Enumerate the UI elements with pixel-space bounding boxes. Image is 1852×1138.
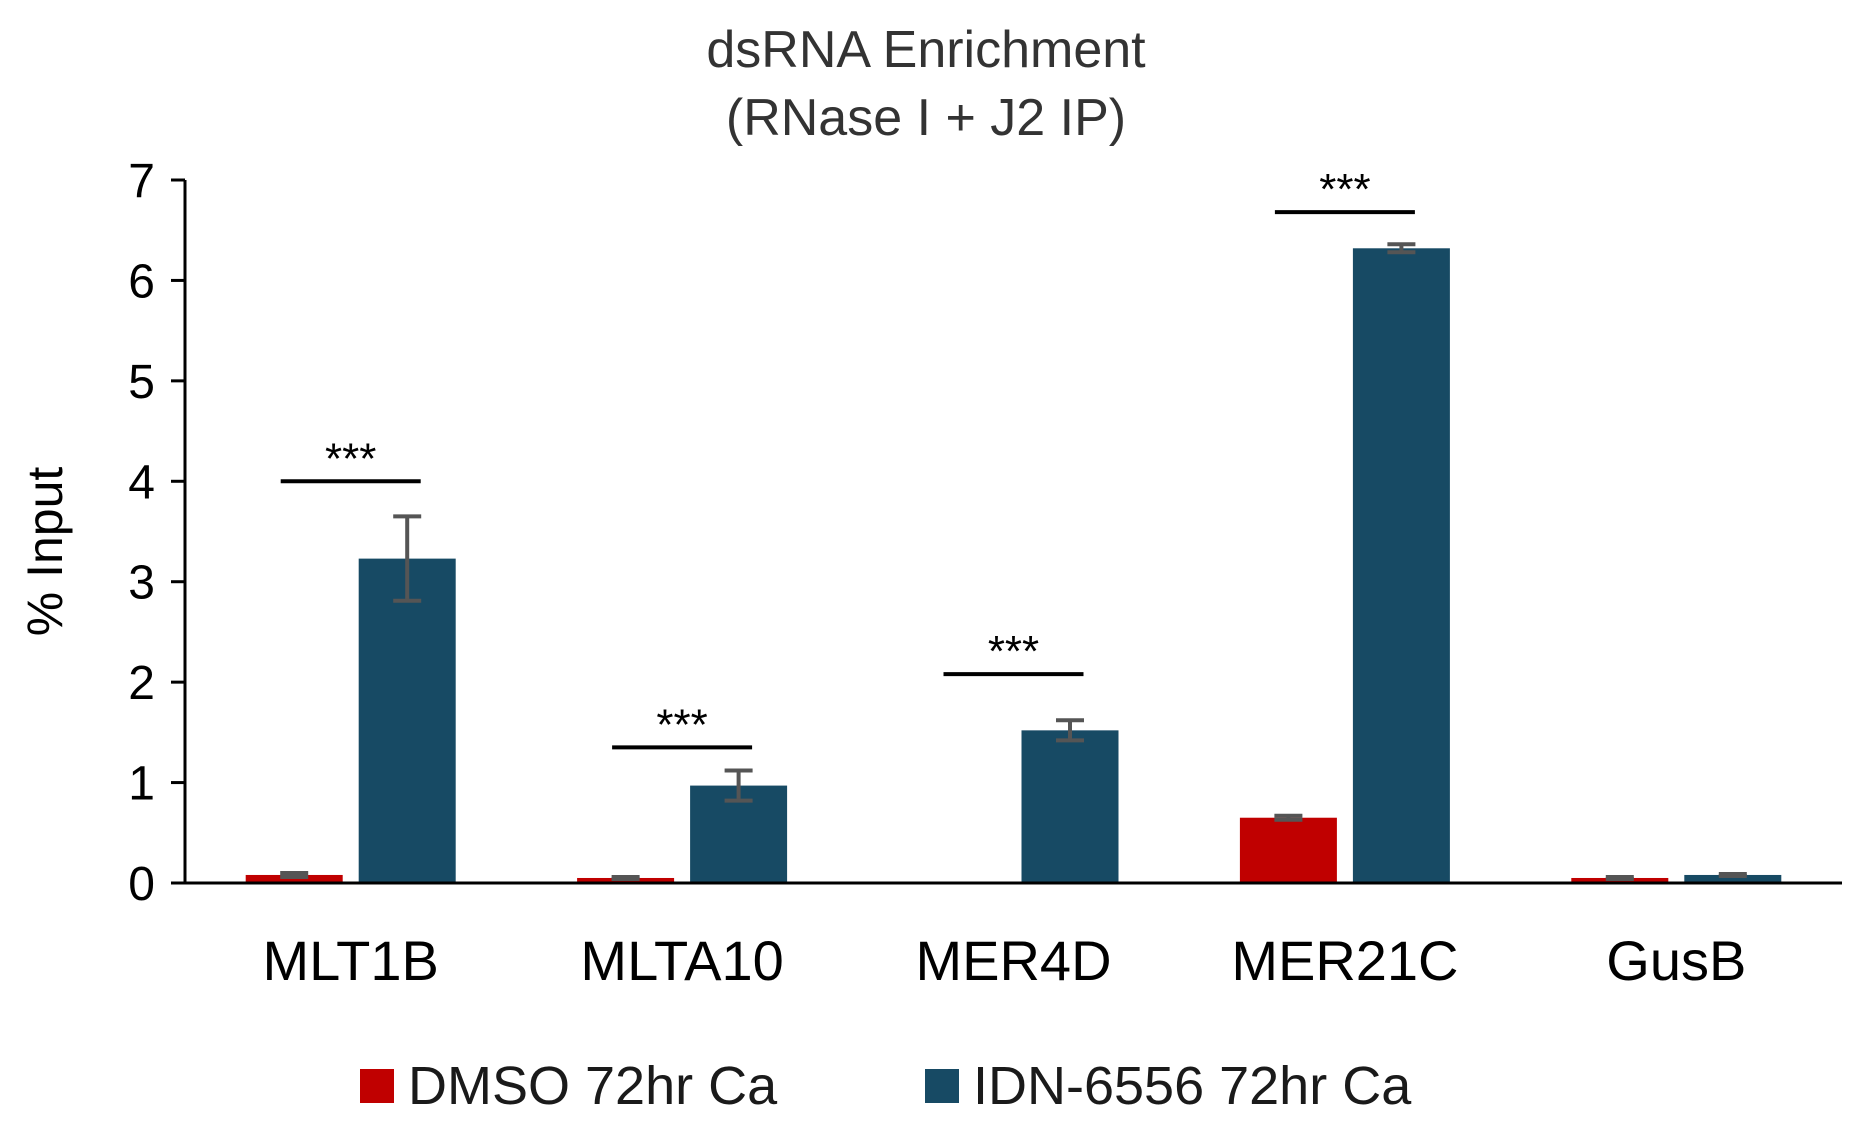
legend-label-dmso: DMSO 72hr Ca xyxy=(408,1056,778,1116)
bar-idn-mer21c xyxy=(1352,248,1450,883)
legend-label-idn: IDN-6556 72hr Ca xyxy=(973,1056,1412,1116)
y-tick-label: 6 xyxy=(128,255,155,308)
y-tick-label: 5 xyxy=(128,356,155,409)
significance-stars: *** xyxy=(325,434,376,483)
significance-stars: *** xyxy=(1319,165,1370,214)
x-tick-label: MER21C xyxy=(1231,929,1458,992)
chart-title-line-1: dsRNA Enrichment xyxy=(706,21,1146,79)
y-tick-label: 3 xyxy=(128,557,155,610)
bar-idn-mlt1b xyxy=(358,558,456,883)
bar-dmso-mlt1b xyxy=(245,874,343,883)
y-tick-label: 0 xyxy=(128,858,155,911)
y-axis-label: % Input xyxy=(17,467,73,637)
x-tick-label: MLT1B xyxy=(263,929,439,992)
legend-swatch-dmso xyxy=(360,1069,394,1103)
chart-title-line-2: (RNase I + J2 IP) xyxy=(725,89,1127,147)
x-tick-label: MER4D xyxy=(915,929,1111,992)
x-tick-label: GusB xyxy=(1606,929,1746,992)
y-tick-label: 2 xyxy=(128,657,155,710)
legend-swatch-idn xyxy=(925,1069,959,1103)
bar-idn-mer4d xyxy=(1021,730,1119,883)
legend-item-idn: IDN-6556 72hr Ca xyxy=(925,1055,1411,1117)
legend-item-dmso: DMSO 72hr Ca xyxy=(360,1055,777,1117)
y-tick-label: 7 xyxy=(128,155,155,208)
y-tick-label: 4 xyxy=(128,456,155,509)
y-tick-label: 1 xyxy=(128,758,155,811)
x-tick-label: MLTA10 xyxy=(580,929,783,992)
significance-stars: *** xyxy=(656,700,707,749)
significance-stars: *** xyxy=(988,627,1039,676)
bar-idn-gusb xyxy=(1684,874,1782,883)
bar-dmso-mer21c xyxy=(1239,817,1337,883)
